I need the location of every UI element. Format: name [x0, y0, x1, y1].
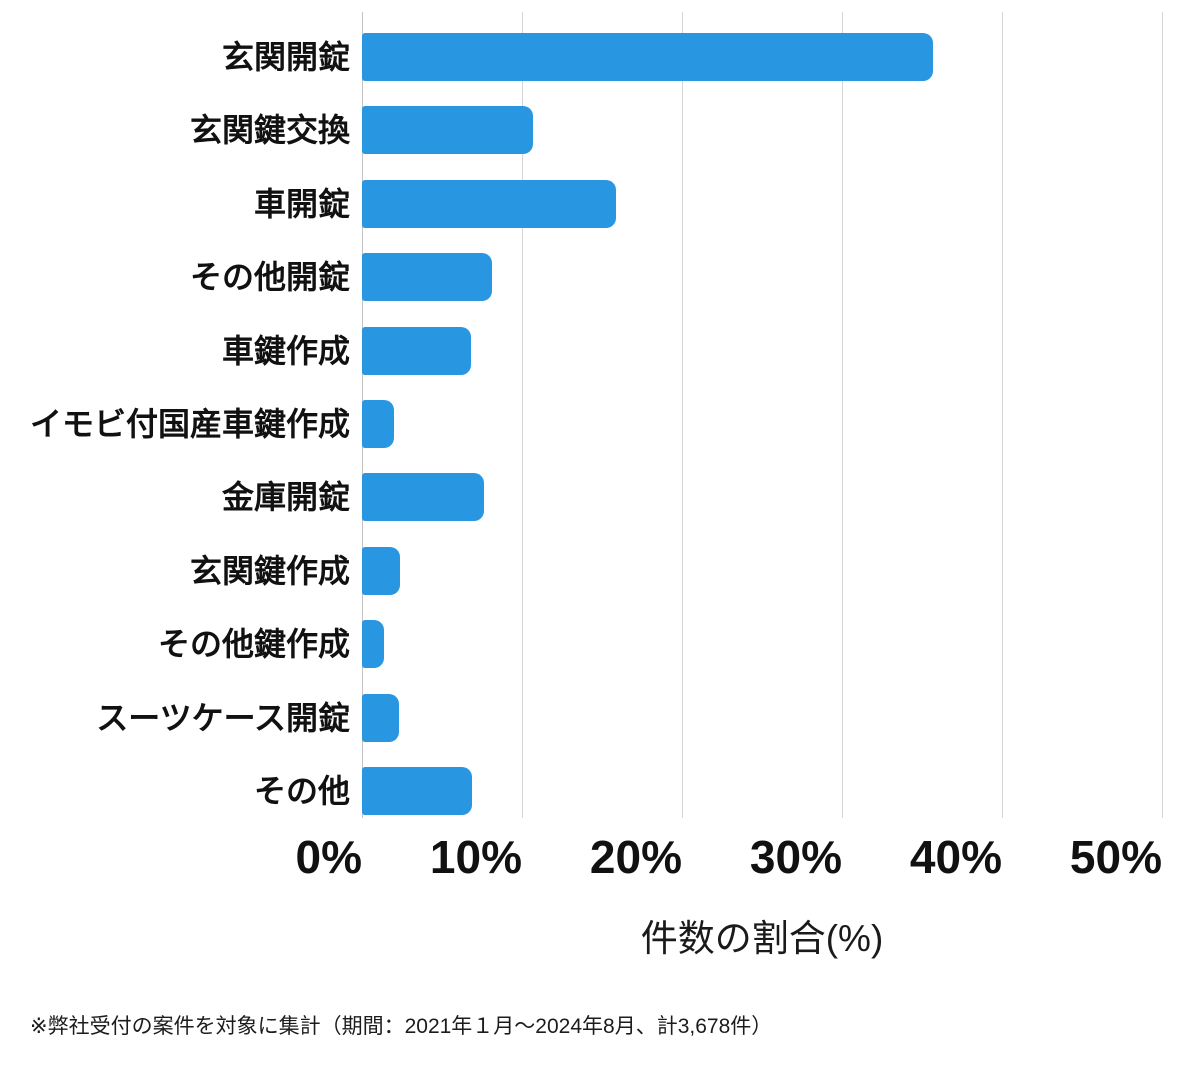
bar — [362, 400, 394, 448]
bar — [362, 694, 399, 742]
x-axis-title: 件数の割合(%) — [640, 918, 884, 959]
bar — [362, 547, 401, 595]
category-label: 玄関鍵作成 — [189, 553, 350, 589]
bar — [362, 327, 471, 375]
category-label: イモビ付国産車鍵作成 — [29, 406, 350, 442]
gridline — [682, 12, 683, 818]
category-label: その他開錠 — [189, 259, 350, 295]
footnote: ※弊社受付の案件を対象に集計（期間：2021年１月～2024年8月、計3,678… — [30, 1015, 773, 1038]
gridline — [1002, 12, 1003, 818]
x-tick-label: 40% — [909, 831, 1002, 883]
bar — [362, 253, 492, 301]
category-label: スーツケース開錠 — [96, 700, 350, 736]
plot-area — [362, 12, 1163, 818]
x-tick-label: 10% — [429, 831, 522, 883]
category-label: 玄関開錠 — [221, 39, 350, 75]
gridline — [842, 12, 843, 818]
category-label: 車開錠 — [253, 186, 350, 222]
category-label: 玄関鍵交換 — [189, 112, 350, 148]
gridline — [522, 12, 523, 818]
category-label: 車鍵作成 — [221, 333, 350, 369]
category-label: 金庫開錠 — [221, 479, 350, 515]
bar — [362, 180, 617, 228]
bar — [362, 767, 473, 815]
x-tick-label: 0% — [295, 831, 362, 883]
x-tick-label: 50% — [1069, 831, 1162, 883]
category-label: その他鍵作成 — [157, 626, 350, 662]
bar — [362, 473, 484, 521]
bar — [362, 33, 934, 81]
x-tick-label: 20% — [589, 831, 682, 883]
category-label: その他 — [253, 773, 350, 809]
bar — [362, 106, 534, 154]
bar — [362, 620, 385, 668]
gridline — [1162, 12, 1163, 818]
x-tick-label: 30% — [749, 831, 842, 883]
